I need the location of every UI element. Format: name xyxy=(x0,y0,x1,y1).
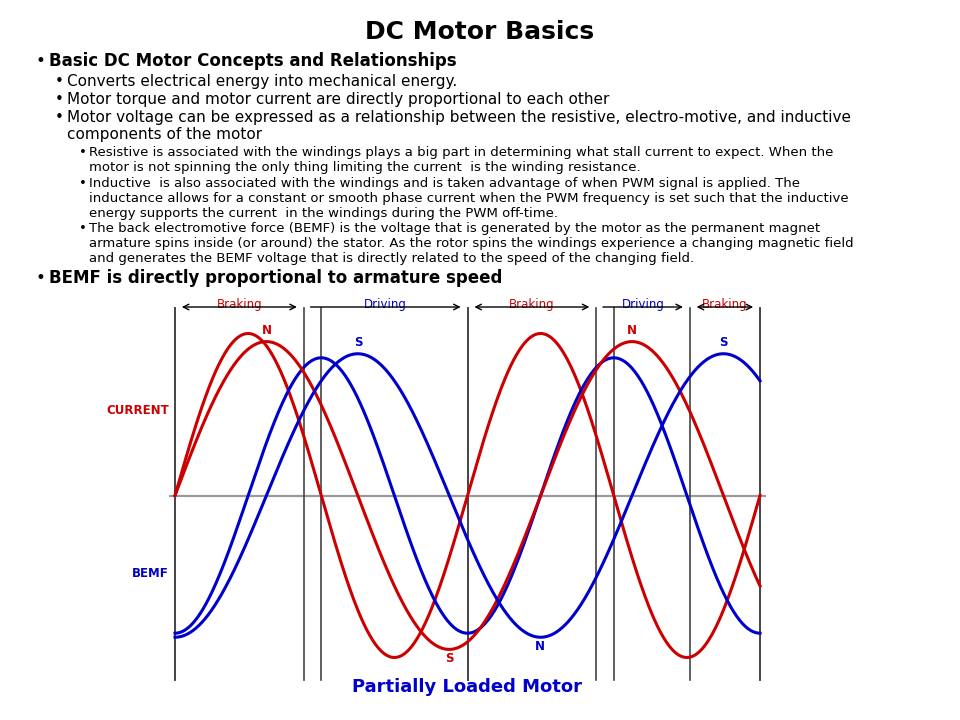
Text: Braking: Braking xyxy=(509,298,555,311)
Text: •: • xyxy=(35,52,45,70)
Text: •: • xyxy=(79,146,86,159)
Text: Partially Loaded Motor: Partially Loaded Motor xyxy=(352,678,583,696)
Text: S: S xyxy=(445,652,454,665)
Text: S: S xyxy=(719,336,728,348)
Text: Resistive is associated with the windings plays a big part in determining what s: Resistive is associated with the winding… xyxy=(89,146,833,174)
Text: •: • xyxy=(55,110,64,125)
Text: Braking: Braking xyxy=(217,298,262,311)
Text: BEMF is directly proportional to armature speed: BEMF is directly proportional to armatur… xyxy=(49,269,502,287)
Text: Motor torque and motor current are directly proportional to each other: Motor torque and motor current are direc… xyxy=(67,92,610,107)
Text: N: N xyxy=(627,323,636,337)
Text: N: N xyxy=(261,323,272,337)
Text: The back electromotive force (BEMF) is the voltage that is generated by the moto: The back electromotive force (BEMF) is t… xyxy=(89,222,853,265)
Text: •: • xyxy=(55,74,64,89)
Text: N: N xyxy=(536,640,545,653)
Text: Basic DC Motor Concepts and Relationships: Basic DC Motor Concepts and Relationship… xyxy=(49,52,457,70)
Text: •: • xyxy=(35,269,45,287)
Text: Driving: Driving xyxy=(621,298,664,311)
Text: •: • xyxy=(79,222,86,235)
Text: BEMF: BEMF xyxy=(132,567,169,580)
Text: Braking: Braking xyxy=(702,298,748,311)
Text: Driving: Driving xyxy=(364,298,407,311)
Text: S: S xyxy=(354,336,362,348)
Text: CURRENT: CURRENT xyxy=(107,405,169,418)
Text: DC Motor Basics: DC Motor Basics xyxy=(366,20,594,44)
Text: •: • xyxy=(55,92,64,107)
Text: Inductive  is also associated with the windings and is taken advantage of when P: Inductive is also associated with the wi… xyxy=(89,177,849,220)
Text: •: • xyxy=(79,177,86,190)
Text: Converts electrical energy into mechanical energy.: Converts electrical energy into mechanic… xyxy=(67,74,457,89)
Text: Motor voltage can be expressed as a relationship between the resistive, electro-: Motor voltage can be expressed as a rela… xyxy=(67,110,851,143)
